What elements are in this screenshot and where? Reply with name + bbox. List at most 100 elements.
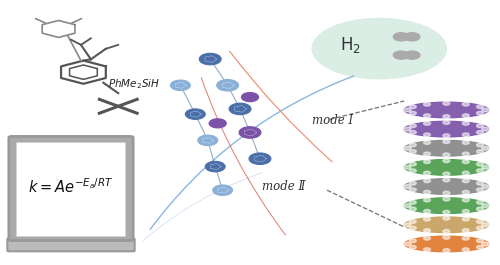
Circle shape [424,133,430,136]
Circle shape [462,248,469,251]
Circle shape [410,143,416,147]
Circle shape [443,153,450,157]
Ellipse shape [312,19,446,79]
Circle shape [404,146,411,150]
Circle shape [482,242,488,246]
Circle shape [229,103,251,115]
Circle shape [462,217,469,221]
Circle shape [443,210,450,214]
Circle shape [410,111,416,115]
Circle shape [410,239,416,242]
Circle shape [424,217,430,221]
Circle shape [424,171,430,175]
Circle shape [476,124,484,128]
Circle shape [424,160,430,164]
Circle shape [462,190,469,194]
Circle shape [393,33,409,41]
Circle shape [443,236,450,239]
Circle shape [443,197,450,201]
Circle shape [476,131,484,134]
Circle shape [186,109,206,120]
Circle shape [476,150,484,153]
FancyBboxPatch shape [16,143,126,237]
Circle shape [462,122,469,125]
Circle shape [462,210,469,213]
Circle shape [482,127,488,131]
Circle shape [443,217,450,220]
Circle shape [476,207,484,211]
Circle shape [482,146,488,150]
Circle shape [200,53,221,65]
Circle shape [443,101,450,105]
Circle shape [404,223,411,227]
Circle shape [443,249,450,252]
Circle shape [198,135,218,145]
Circle shape [410,162,416,166]
Circle shape [205,161,225,172]
Circle shape [462,198,469,202]
FancyArrowPatch shape [229,50,332,162]
Circle shape [462,103,469,106]
Circle shape [216,80,238,91]
Circle shape [476,226,484,230]
Circle shape [462,141,469,144]
Text: PhMe$_2$SiH: PhMe$_2$SiH [108,77,160,91]
Circle shape [476,188,484,192]
Circle shape [443,229,450,233]
Circle shape [443,140,450,144]
Ellipse shape [404,179,488,195]
Circle shape [249,153,271,165]
Circle shape [476,245,484,249]
Circle shape [404,166,411,169]
Circle shape [476,169,484,173]
FancyBboxPatch shape [8,238,134,251]
Ellipse shape [404,236,488,252]
Circle shape [443,134,450,138]
Circle shape [410,182,416,185]
Circle shape [424,198,430,202]
Circle shape [424,152,430,156]
Circle shape [482,185,488,188]
Circle shape [410,201,416,204]
Circle shape [410,169,416,173]
Circle shape [424,248,430,251]
Circle shape [476,162,484,166]
Ellipse shape [404,198,488,214]
Circle shape [462,171,469,175]
Circle shape [482,204,488,207]
Ellipse shape [404,217,488,233]
Ellipse shape [404,140,488,156]
Circle shape [462,152,469,156]
Text: mode Ⅱ: mode Ⅱ [262,180,306,193]
Circle shape [404,242,411,246]
Circle shape [476,143,484,147]
Circle shape [476,239,484,242]
Circle shape [410,220,416,223]
Circle shape [482,108,488,112]
Circle shape [410,131,416,134]
Circle shape [443,115,450,118]
Circle shape [462,133,469,136]
Circle shape [404,108,411,112]
Circle shape [410,124,416,128]
Circle shape [476,111,484,115]
Circle shape [404,51,420,59]
Circle shape [239,127,261,138]
Text: mode Ⅰ: mode Ⅰ [312,114,354,127]
Ellipse shape [404,160,488,175]
Circle shape [410,150,416,153]
Circle shape [424,229,430,232]
Circle shape [462,236,469,240]
Circle shape [410,188,416,192]
Circle shape [242,93,258,101]
Circle shape [170,80,190,91]
Circle shape [462,114,469,117]
Circle shape [410,207,416,211]
Circle shape [476,105,484,108]
Circle shape [424,114,430,117]
Circle shape [209,119,226,128]
FancyArrowPatch shape [142,173,262,241]
Circle shape [404,127,411,131]
Circle shape [404,185,411,188]
Circle shape [424,103,430,106]
